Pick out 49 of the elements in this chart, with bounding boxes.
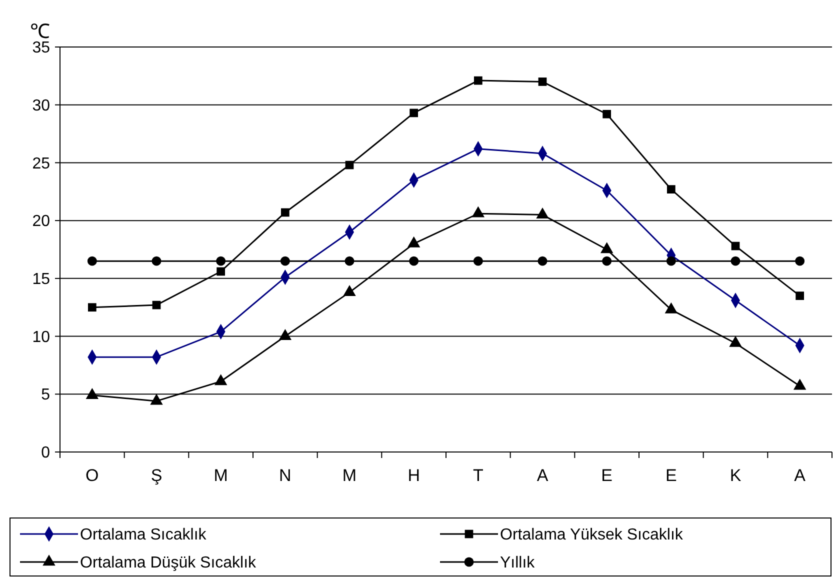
point [280,208,290,217]
x-tick-label: O [86,466,99,485]
point [602,110,612,118]
point [666,185,676,194]
y-tick-label: 30 [32,97,50,114]
x-tick-label: M [342,466,357,485]
point [538,78,547,86]
point [280,256,290,266]
point [216,256,226,266]
y-tick-label: 35 [32,40,50,57]
x-tick-label: K [730,466,742,485]
point [152,300,161,310]
x-tick-label: E [601,466,613,485]
x-tick-label: H [408,466,420,485]
y-tick-label: 5 [41,386,50,404]
point [410,108,418,118]
point [87,256,97,266]
y-tick-label: 25 [32,155,50,172]
point [538,256,548,266]
y-tick-label: 20 [32,213,50,230]
y-tick-label: 15 [32,271,50,288]
legend-label: Ortalama Düşük Sıcaklık [80,554,258,572]
point [344,256,354,266]
x-tick-label: Ş [150,466,162,485]
point [88,303,96,312]
y-tick-label: 10 [32,328,50,346]
point [795,256,805,266]
point [409,256,419,266]
point [666,256,676,266]
point [152,256,162,266]
point [345,160,354,170]
x-tick-label: T [472,466,484,485]
point [796,292,804,300]
legend-label: Ortalama Sıcaklık [80,526,208,544]
point [731,242,740,250]
point [473,256,483,266]
x-tick-label: M [214,466,228,485]
point [730,256,740,266]
x-tick-label: A [536,466,549,485]
y-tick-label: 0 [41,444,50,462]
legend-label: Yıllık [500,554,536,572]
point [602,256,612,266]
point [474,76,482,85]
legend-label: Ortalama Yüksek Sıcaklık [500,526,684,544]
x-tick-label: A [794,466,806,485]
x-tick-label: E [665,466,677,485]
point [214,374,228,386]
x-tick-label: N [279,466,292,485]
point [216,267,226,276]
